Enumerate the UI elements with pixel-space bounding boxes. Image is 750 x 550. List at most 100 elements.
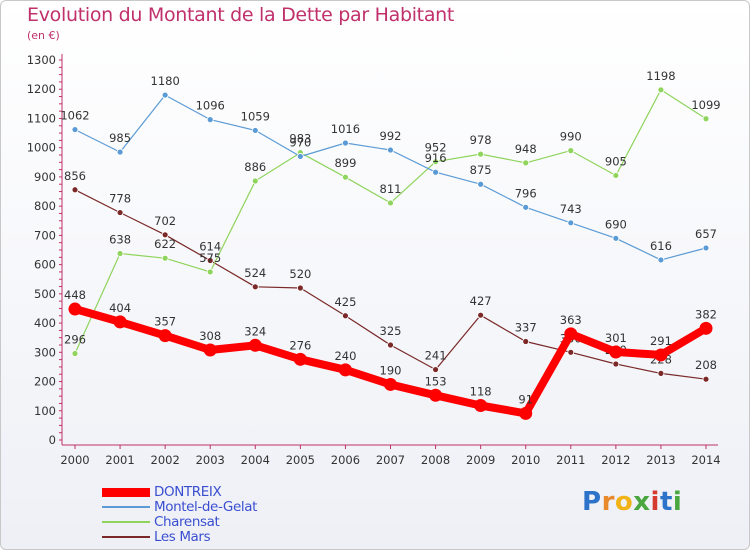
y-tick-label: 0	[49, 433, 56, 447]
data-label: 575	[199, 251, 221, 265]
data-point	[567, 348, 575, 356]
data-label: 382	[695, 307, 717, 321]
data-label: 616	[650, 239, 672, 253]
data-point	[68, 302, 82, 316]
data-point	[206, 257, 214, 264]
data-point	[609, 345, 623, 359]
data-label: 916	[425, 151, 447, 165]
x-tick-label: 2014	[691, 453, 720, 467]
data-point	[702, 115, 710, 123]
proxiti-logo: Proxiti	[582, 487, 683, 517]
data-point	[293, 352, 307, 366]
data-point	[567, 147, 575, 155]
data-point	[71, 350, 79, 357]
data-point	[522, 338, 530, 345]
data-label: 324	[244, 324, 266, 338]
data-point	[657, 86, 665, 94]
x-tick-label: 2003	[196, 453, 225, 467]
data-label: 899	[334, 156, 356, 170]
data-point	[342, 139, 349, 147]
data-label: 91	[518, 392, 533, 406]
data-label: 520	[289, 267, 311, 281]
data-label: 1198	[646, 69, 675, 83]
data-point	[429, 388, 443, 402]
data-point	[657, 369, 665, 377]
data-label: 301	[605, 331, 627, 345]
data-label: 296	[64, 332, 86, 346]
y-tick-label: 1200	[27, 82, 56, 96]
data-label: 425	[334, 295, 356, 309]
data-point	[612, 360, 620, 368]
data-point	[116, 148, 124, 156]
data-point	[702, 375, 710, 383]
data-point	[522, 203, 530, 211]
data-point	[612, 234, 620, 242]
data-label: 622	[154, 237, 176, 251]
data-label: 153	[425, 374, 447, 388]
legend-label: DONTREIX	[154, 484, 222, 500]
data-label: 983	[289, 132, 311, 146]
y-tick-label: 1100	[27, 111, 56, 125]
chart-title: Evolution du Montant de la Dette par Hab…	[27, 4, 455, 26]
data-label: 778	[109, 192, 131, 206]
x-tick-label: 2008	[421, 453, 450, 467]
data-point	[432, 158, 439, 166]
x-tick-label: 2005	[286, 453, 315, 467]
data-point	[522, 159, 530, 167]
data-label: 702	[154, 214, 176, 228]
data-label: 325	[380, 324, 402, 338]
y-tick-label: 300	[34, 345, 56, 359]
data-point	[206, 268, 214, 276]
data-point	[519, 406, 533, 420]
data-label: 948	[515, 142, 537, 156]
legend-swatch-dontreix	[102, 488, 150, 497]
data-label: 1099	[691, 98, 720, 112]
x-tick-label: 2001	[105, 453, 134, 467]
data-label: 1180	[151, 74, 180, 88]
data-label: 985	[109, 131, 131, 145]
y-tick-label: 500	[34, 287, 56, 301]
y-tick-label: 600	[34, 258, 56, 272]
data-point	[432, 168, 439, 176]
x-tick-label: 2000	[60, 453, 89, 467]
data-point	[161, 91, 169, 99]
data-point	[251, 283, 259, 291]
y-tick-label: 800	[34, 199, 56, 213]
data-point	[158, 329, 172, 343]
data-label: 404	[109, 301, 131, 315]
data-label: 1059	[241, 109, 270, 123]
x-tick-label: 2006	[331, 453, 360, 467]
y-tick-label: 900	[34, 170, 56, 184]
data-label: 743	[560, 202, 582, 216]
data-point	[387, 146, 394, 154]
data-point	[116, 209, 124, 216]
data-point	[161, 254, 169, 262]
data-label: 276	[289, 338, 311, 352]
data-label: 978	[470, 133, 492, 147]
data-point	[206, 116, 214, 124]
data-point	[251, 127, 259, 134]
x-tick-label: 2012	[601, 453, 630, 467]
data-point	[342, 173, 349, 181]
x-tick-label: 2013	[646, 453, 675, 467]
data-point	[477, 311, 485, 319]
data-point	[251, 177, 259, 185]
data-label: 291	[650, 334, 672, 348]
legend-swatch-les-mars	[102, 536, 150, 538]
data-point	[248, 338, 262, 352]
data-point	[113, 315, 127, 329]
data-point	[477, 180, 485, 188]
data-point	[387, 199, 394, 207]
legend-label: Charensat	[154, 514, 220, 530]
data-label: 811	[380, 182, 402, 196]
data-label: 875	[470, 163, 492, 177]
data-label: 886	[244, 160, 266, 174]
data-point	[432, 366, 439, 373]
data-point	[338, 363, 352, 377]
data-point	[296, 153, 304, 160]
data-label: 796	[515, 186, 537, 200]
data-point	[657, 256, 665, 264]
data-label: 690	[605, 217, 627, 231]
x-tick-label: 2010	[511, 453, 540, 467]
data-point	[702, 244, 710, 252]
